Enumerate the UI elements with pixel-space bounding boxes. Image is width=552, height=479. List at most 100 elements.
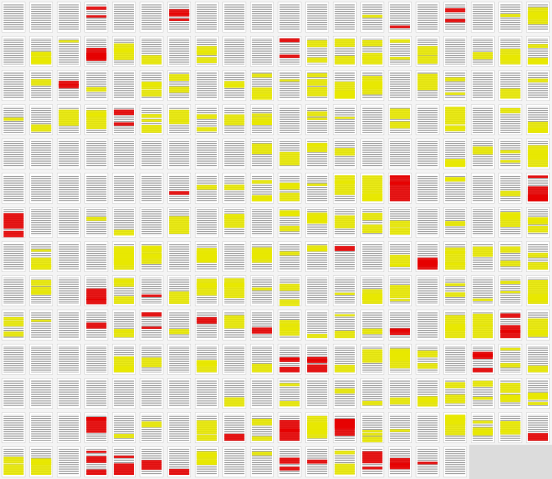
page-thumbnail[interactable] [470, 275, 495, 307]
page-thumbnail[interactable] [277, 446, 302, 478]
page-thumbnail[interactable] [277, 412, 302, 444]
page-thumbnail[interactable] [56, 1, 81, 33]
page-thumbnail[interactable] [332, 35, 357, 67]
page-thumbnail[interactable] [29, 172, 53, 204]
page-thumbnail[interactable] [1, 412, 26, 444]
page-thumbnail[interactable] [360, 378, 385, 409]
page-thumbnail[interactable] [498, 172, 523, 204]
page-thumbnail[interactable] [470, 309, 495, 341]
page-thumbnail[interactable] [443, 378, 467, 409]
page-thumbnail[interactable] [29, 275, 53, 307]
page-thumbnail[interactable] [139, 275, 164, 307]
page-thumbnail[interactable] [277, 70, 302, 101]
page-thumbnail[interactable] [305, 1, 329, 33]
page-thumbnail[interactable] [415, 70, 440, 101]
page-thumbnail[interactable] [56, 104, 81, 136]
page-thumbnail[interactable] [305, 172, 329, 204]
page-thumbnail[interactable] [332, 207, 357, 238]
page-thumbnail[interactable] [250, 275, 274, 307]
page-thumbnail[interactable] [443, 172, 467, 204]
page-thumbnail[interactable] [388, 309, 412, 341]
page-thumbnail[interactable] [139, 343, 164, 375]
page-thumbnail[interactable] [167, 446, 191, 478]
page-thumbnail[interactable] [1, 172, 26, 204]
page-thumbnail[interactable] [388, 35, 412, 67]
page-thumbnail[interactable] [139, 104, 164, 136]
page-thumbnail[interactable] [222, 275, 247, 307]
page-thumbnail[interactable] [112, 241, 136, 272]
page-thumbnail[interactable] [277, 343, 302, 375]
page-thumbnail[interactable] [526, 138, 550, 170]
page-thumbnail[interactable] [139, 138, 164, 170]
page-thumbnail[interactable] [112, 378, 136, 409]
page-thumbnail[interactable] [277, 378, 302, 409]
page-thumbnail[interactable] [250, 412, 274, 444]
page-thumbnail[interactable] [250, 343, 274, 375]
page-thumbnail[interactable] [139, 309, 164, 341]
page-thumbnail[interactable] [222, 138, 247, 170]
page-thumbnail[interactable] [498, 241, 523, 272]
page-thumbnail[interactable] [167, 172, 191, 204]
page-thumbnail[interactable] [415, 138, 440, 170]
page-thumbnail[interactable] [332, 275, 357, 307]
page-thumbnail[interactable] [305, 378, 329, 409]
page-thumbnail[interactable] [470, 138, 495, 170]
page-thumbnail[interactable] [443, 70, 467, 101]
page-thumbnail[interactable] [305, 275, 329, 307]
page-thumbnail[interactable] [194, 309, 219, 341]
page-thumbnail[interactable] [84, 241, 109, 272]
page-thumbnail[interactable] [360, 446, 385, 478]
page-thumbnail[interactable] [84, 1, 109, 33]
page-thumbnail[interactable] [498, 35, 523, 67]
page-thumbnail[interactable] [415, 104, 440, 136]
page-thumbnail[interactable] [443, 138, 467, 170]
page-thumbnail[interactable] [167, 1, 191, 33]
page-thumbnail[interactable] [332, 138, 357, 170]
page-thumbnail[interactable] [526, 172, 550, 204]
page-thumbnail[interactable] [388, 138, 412, 170]
page-thumbnail[interactable] [139, 70, 164, 101]
page-thumbnail[interactable] [1, 104, 26, 136]
page-thumbnail[interactable] [194, 207, 219, 238]
page-thumbnail[interactable] [167, 104, 191, 136]
page-thumbnail[interactable] [305, 309, 329, 341]
page-thumbnail[interactable] [526, 1, 550, 33]
page-thumbnail[interactable] [277, 1, 302, 33]
page-thumbnail[interactable] [167, 309, 191, 341]
page-thumbnail[interactable] [139, 446, 164, 478]
page-thumbnail[interactable] [222, 378, 247, 409]
page-thumbnail[interactable] [29, 70, 53, 101]
page-thumbnail[interactable] [222, 343, 247, 375]
page-thumbnail[interactable] [360, 70, 385, 101]
page-thumbnail[interactable] [167, 138, 191, 170]
page-thumbnail[interactable] [360, 35, 385, 67]
page-thumbnail[interactable] [332, 104, 357, 136]
page-thumbnail[interactable] [56, 378, 81, 409]
page-thumbnail[interactable] [250, 138, 274, 170]
page-thumbnail[interactable] [56, 35, 81, 67]
page-thumbnail[interactable] [112, 343, 136, 375]
page-thumbnail[interactable] [277, 35, 302, 67]
page-thumbnail[interactable] [277, 138, 302, 170]
page-thumbnail[interactable] [29, 1, 53, 33]
page-thumbnail[interactable] [250, 446, 274, 478]
page-thumbnail[interactable] [194, 343, 219, 375]
page-thumbnail[interactable] [222, 1, 247, 33]
page-thumbnail[interactable] [415, 241, 440, 272]
page-thumbnail[interactable] [498, 70, 523, 101]
page-thumbnail[interactable] [250, 309, 274, 341]
page-thumbnail[interactable] [194, 241, 219, 272]
page-thumbnail[interactable] [332, 412, 357, 444]
page-thumbnail[interactable] [277, 309, 302, 341]
page-thumbnail[interactable] [388, 207, 412, 238]
page-thumbnail[interactable] [84, 309, 109, 341]
page-thumbnail[interactable] [332, 70, 357, 101]
page-thumbnail[interactable] [332, 446, 357, 478]
page-thumbnail[interactable] [29, 35, 53, 67]
page-thumbnail[interactable] [332, 309, 357, 341]
page-thumbnail[interactable] [1, 241, 26, 272]
page-thumbnail[interactable] [56, 446, 81, 478]
page-thumbnail[interactable] [498, 378, 523, 409]
page-thumbnail[interactable] [415, 412, 440, 444]
page-thumbnail[interactable] [470, 172, 495, 204]
